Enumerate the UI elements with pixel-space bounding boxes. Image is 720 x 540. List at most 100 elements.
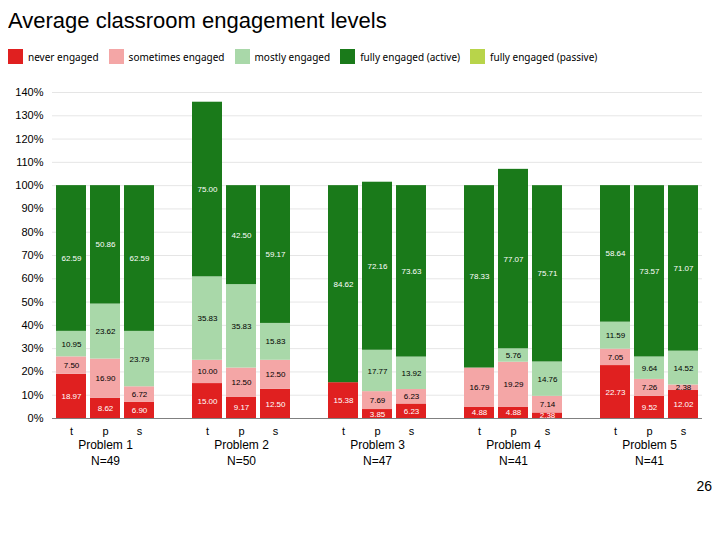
svg-text:0%: 0% <box>28 412 44 424</box>
svg-text:23.62: 23.62 <box>95 327 116 336</box>
svg-text:p: p <box>238 425 244 437</box>
svg-text:16.90: 16.90 <box>95 374 116 383</box>
svg-text:73.57: 73.57 <box>639 267 660 276</box>
svg-text:9.17: 9.17 <box>234 403 250 412</box>
svg-text:62.59: 62.59 <box>61 254 82 263</box>
svg-text:22.73: 22.73 <box>605 388 626 397</box>
svg-text:75.71: 75.71 <box>537 269 558 278</box>
svg-text:75.00: 75.00 <box>197 185 218 194</box>
svg-text:23.79: 23.79 <box>129 355 150 364</box>
svg-text:Problem 2: Problem 2 <box>214 438 269 452</box>
svg-text:14.52: 14.52 <box>673 364 694 373</box>
html-text:26: 26 <box>696 478 712 494</box>
svg-text:s: s <box>681 425 687 437</box>
svg-text:72.16: 72.16 <box>367 262 388 271</box>
svg-text:60%: 60% <box>21 272 43 284</box>
svg-text:t: t <box>478 425 481 437</box>
svg-text:62.59: 62.59 <box>129 254 150 263</box>
svg-text:7.05: 7.05 <box>608 353 624 362</box>
svg-text:77.07: 77.07 <box>503 255 524 264</box>
svg-text:84.62: 84.62 <box>333 280 354 289</box>
svg-text:7.69: 7.69 <box>370 396 386 405</box>
svg-text:130%: 130% <box>15 109 43 121</box>
svg-text:17.77: 17.77 <box>367 366 388 375</box>
svg-text:42.50: 42.50 <box>231 231 252 240</box>
svg-text:35.83: 35.83 <box>197 314 218 323</box>
svg-text:70%: 70% <box>21 249 43 261</box>
svg-text:Problem 3: Problem 3 <box>350 438 405 452</box>
svg-text:14.76: 14.76 <box>537 375 558 384</box>
svg-text:80%: 80% <box>21 226 43 238</box>
svg-text:58.64: 58.64 <box>605 249 626 258</box>
svg-text:s: s <box>273 425 279 437</box>
svg-text:t: t <box>206 425 209 437</box>
svg-text:s: s <box>545 425 551 437</box>
svg-text:7.50: 7.50 <box>64 361 80 370</box>
svg-text:12.50: 12.50 <box>265 400 286 409</box>
svg-text:30%: 30% <box>21 342 43 354</box>
svg-text:Problem 4: Problem 4 <box>486 438 541 452</box>
svg-text:110%: 110% <box>16 156 44 168</box>
svg-text:t: t <box>70 425 73 437</box>
svg-text:p: p <box>102 425 108 437</box>
svg-text:p: p <box>374 425 380 437</box>
html-text:never engaged: never engaged <box>28 49 99 64</box>
svg-text:4.88: 4.88 <box>472 408 488 417</box>
svg-text:3.85: 3.85 <box>370 410 386 419</box>
svg-text:Problem 1: Problem 1 <box>78 438 133 452</box>
svg-text:12.50: 12.50 <box>265 370 286 379</box>
svg-text:t: t <box>614 425 617 437</box>
svg-text:13.92: 13.92 <box>401 369 422 378</box>
svg-text:6.90: 6.90 <box>132 406 148 415</box>
svg-text:10.95: 10.95 <box>61 340 82 349</box>
svg-text:120%: 120% <box>15 133 43 145</box>
svg-text:90%: 90% <box>21 202 43 214</box>
svg-text:5.76: 5.76 <box>506 351 522 360</box>
svg-text:N=50: N=50 <box>227 454 256 468</box>
svg-text:40%: 40% <box>21 319 43 331</box>
svg-text:7.14: 7.14 <box>540 400 556 409</box>
svg-text:t: t <box>342 425 345 437</box>
svg-text:6.23: 6.23 <box>404 392 420 401</box>
svg-text:4.88: 4.88 <box>506 408 522 417</box>
svg-text:50%: 50% <box>21 296 43 308</box>
svg-text:16.79: 16.79 <box>469 383 490 392</box>
svg-text:20%: 20% <box>21 365 43 377</box>
svg-text:50.86: 50.86 <box>95 240 116 249</box>
svg-text:71.07: 71.07 <box>673 264 694 273</box>
svg-text:35.83: 35.83 <box>231 322 252 331</box>
svg-text:2.38: 2.38 <box>676 383 692 392</box>
svg-text:8.62: 8.62 <box>98 404 114 413</box>
svg-text:19.29: 19.29 <box>503 380 524 389</box>
svg-text:59.17: 59.17 <box>265 250 286 259</box>
svg-text:100%: 100% <box>15 179 43 191</box>
svg-text:11.59: 11.59 <box>606 331 626 340</box>
svg-text:15.00: 15.00 <box>197 397 218 406</box>
svg-text:6.72: 6.72 <box>132 390 148 399</box>
svg-text:12.50: 12.50 <box>231 378 252 387</box>
svg-text:N=41: N=41 <box>499 454 528 468</box>
svg-text:N=47: N=47 <box>363 454 392 468</box>
svg-text:18.97: 18.97 <box>61 392 82 401</box>
svg-text:Problem 5: Problem 5 <box>622 438 677 452</box>
svg-text:12.02: 12.02 <box>673 400 694 409</box>
svg-text:9.52: 9.52 <box>642 403 658 412</box>
svg-text:10%: 10% <box>21 389 43 401</box>
svg-text:15.38: 15.38 <box>333 396 354 405</box>
svg-text:s: s <box>137 425 143 437</box>
svg-text:p: p <box>646 425 652 437</box>
svg-text:140%: 140% <box>15 86 43 98</box>
svg-text:78.33: 78.33 <box>469 272 490 281</box>
svg-text:2.38: 2.38 <box>540 411 556 420</box>
svg-text:p: p <box>510 425 516 437</box>
svg-text:6.23: 6.23 <box>404 407 420 416</box>
svg-text:7.26: 7.26 <box>642 383 658 392</box>
svg-text:s: s <box>409 425 415 437</box>
svg-text:73.63: 73.63 <box>401 267 422 276</box>
svg-text:9.64: 9.64 <box>642 364 658 373</box>
svg-text:N=49: N=49 <box>91 454 120 468</box>
html-text:Average classroom engagement l: Average classroom engagement levels <box>8 8 387 33</box>
svg-text:10.00: 10.00 <box>197 367 218 376</box>
svg-text:15.83: 15.83 <box>265 337 286 346</box>
svg-text:N=41: N=41 <box>635 454 664 468</box>
